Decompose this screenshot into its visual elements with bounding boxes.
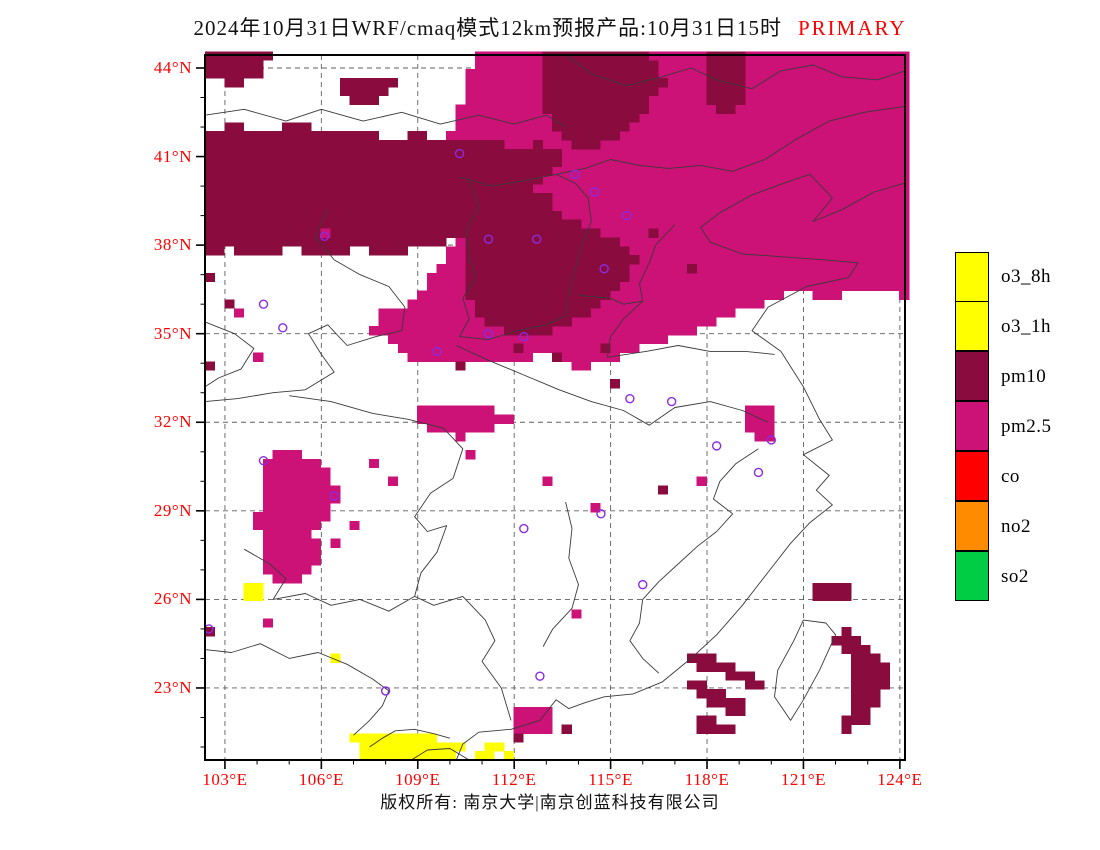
copyright-footer: 版权所有: 南京大学|南京创蓝科技有限公司 xyxy=(380,793,720,812)
legend-label: pm2.5 xyxy=(1001,416,1052,437)
legend-swatch xyxy=(955,551,989,602)
legend-swatch xyxy=(955,252,989,302)
legend-swatch xyxy=(955,451,989,502)
lon-tick-label: 112°E xyxy=(491,770,537,789)
lat-tick-label: 35°N xyxy=(153,323,192,343)
forecast-title-text: 2024年10月31日WRF/cmaq模式12km预报产品:10月31日15时 xyxy=(193,16,782,40)
legend-item: so2 xyxy=(955,551,1052,602)
lat-tick-label: 41°N xyxy=(153,146,192,166)
lon-tick-label: 118°E xyxy=(684,770,730,789)
legend-swatch xyxy=(955,351,989,402)
station-markers xyxy=(204,148,776,696)
lon-tick-label: 121°E xyxy=(780,770,827,789)
lon-tick-label: 124°E xyxy=(877,770,923,789)
legend-label: o3_8h xyxy=(1001,266,1051,287)
pollutant-type-label: PRIMARY xyxy=(797,16,907,40)
legend-item: co xyxy=(955,451,1052,502)
legend-label: o3_1h xyxy=(1001,316,1051,337)
lat-tick-label: 23°N xyxy=(153,677,192,697)
map-canvas xyxy=(196,51,910,769)
lat-tick-label: 44°N xyxy=(153,57,192,77)
lon-tick-label: 115°E xyxy=(588,770,633,789)
legend-item: pm2.5 xyxy=(955,401,1052,452)
lon-tick-label: 103°E xyxy=(202,770,248,789)
axis-frame xyxy=(196,54,906,769)
legend-item: o3_1h xyxy=(955,301,1052,352)
lat-tick-label: 29°N xyxy=(153,500,192,520)
legend: o3_8h o3_1h pm10 pm2.5 co no2 so2 xyxy=(955,252,1052,602)
legend-item: o3_8h xyxy=(955,252,1052,302)
legend-swatch xyxy=(955,301,989,352)
lat-tick-label: 32°N xyxy=(153,412,192,432)
legend-label: pm10 xyxy=(1001,366,1047,387)
province-borders xyxy=(204,54,906,761)
lon-tick-label: 106°E xyxy=(298,770,344,789)
pollutant-raster xyxy=(205,51,910,761)
forecast-map xyxy=(195,45,915,770)
forecast-title: 2024年10月31日WRF/cmaq模式12km预报产品:10月31日15时 P… xyxy=(0,12,1100,42)
legend-item: pm10 xyxy=(955,351,1052,402)
lat-tick-label: 26°N xyxy=(153,589,192,609)
legend-label: co xyxy=(1001,466,1020,487)
lat-tick-label: 38°N xyxy=(153,235,192,255)
lon-tick-label: 109°E xyxy=(395,770,441,789)
legend-swatch xyxy=(955,401,989,452)
legend-label: so2 xyxy=(1001,566,1029,587)
legend-item: no2 xyxy=(955,501,1052,552)
legend-swatch xyxy=(955,501,989,552)
legend-label: no2 xyxy=(1001,516,1031,537)
